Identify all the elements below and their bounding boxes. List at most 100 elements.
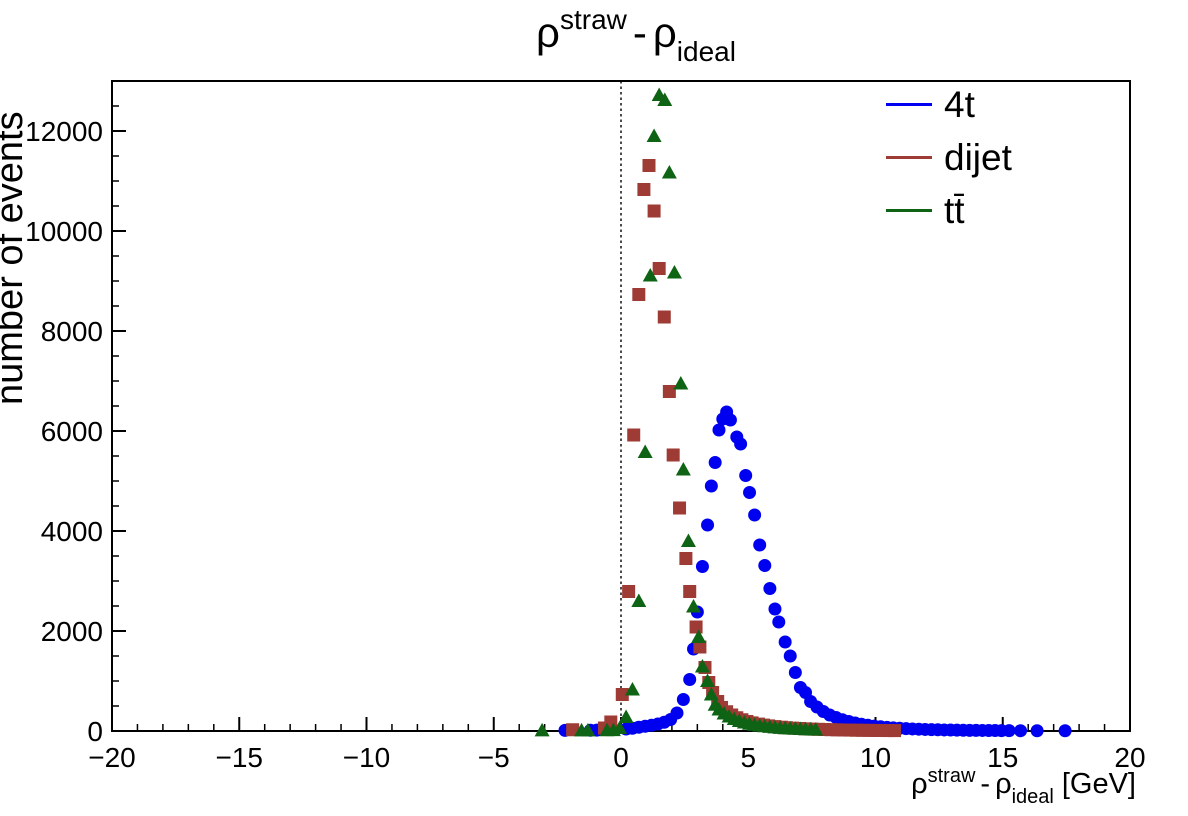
x-tick-label: −20: [88, 742, 136, 773]
data-point-circle: [734, 437, 748, 451]
series-tt: [534, 87, 824, 737]
data-point-triangle: [694, 659, 710, 673]
y-tick-label: 10000: [25, 216, 103, 247]
data-point-circle: [1058, 724, 1072, 738]
data-point-square: [652, 262, 666, 275]
xlabel-separator: -: [980, 768, 991, 800]
data-point-circle: [1030, 724, 1044, 738]
data-point-square: [679, 552, 693, 565]
data-point-circle: [683, 673, 697, 686]
data-point-circle: [708, 456, 722, 469]
data-point-circle: [670, 706, 684, 720]
data-point-circle: [783, 649, 797, 663]
data-point-circle: [753, 538, 767, 552]
data-point-circle: [704, 479, 718, 493]
data-point-square: [615, 688, 629, 701]
legend-line-swatch: [886, 208, 932, 212]
data-point-triangle: [691, 629, 707, 643]
legend-entry-dijet: dijet: [886, 137, 1126, 177]
data-point-circle: [1002, 724, 1016, 738]
data-point-square: [888, 724, 902, 738]
data-point-triangle: [580, 722, 596, 737]
data-point-circle: [758, 559, 772, 572]
data-point-square: [647, 204, 661, 218]
data-point-square: [666, 448, 680, 462]
data-point-square: [622, 585, 636, 598]
data-point-circle: [788, 666, 802, 679]
x-tick-label: −10: [343, 742, 391, 773]
series-dijet: [566, 159, 902, 738]
legend-entry-ttbar: tt̄: [886, 190, 1126, 230]
xlabel-symbol-1: ρ: [911, 768, 928, 800]
data-point-square: [627, 428, 641, 442]
data-point-circle: [1014, 724, 1028, 738]
data-point-circle: [712, 423, 726, 437]
data-point-circle: [778, 635, 792, 649]
data-point-circle: [743, 486, 757, 499]
data-point-triangle: [673, 376, 689, 390]
title-symbol-2: ρ: [652, 9, 677, 56]
y-tick-label: 6000: [41, 416, 103, 447]
x-tick-label: 15: [987, 742, 1018, 773]
data-point-circle: [763, 582, 777, 595]
y-tick-label: 12000: [25, 116, 103, 147]
data-point-square: [662, 385, 676, 398]
x-tick-label: −15: [216, 742, 264, 773]
legend-line-swatch: [886, 102, 932, 106]
xlabel-symbol-2: ρ: [995, 768, 1012, 800]
data-point-circle: [768, 602, 782, 616]
data-point-circle: [772, 615, 786, 629]
data-point-square: [673, 501, 687, 515]
data-point-circle: [739, 469, 753, 482]
data-point-triangle: [642, 268, 658, 282]
x-tick-label: 5: [740, 742, 756, 773]
data-point-triangle: [646, 128, 662, 142]
data-point-square: [689, 620, 703, 634]
data-point-triangle: [637, 444, 653, 458]
xlabel-subscript: ideal: [1011, 786, 1054, 808]
data-point-square: [642, 159, 656, 172]
x-tick-label: 0: [613, 742, 629, 773]
data-point-triangle: [700, 673, 716, 687]
series-4t: [558, 405, 1072, 738]
title-symbol-1: ρ: [536, 9, 560, 56]
chart-title: ρstraw - ρideal: [536, 6, 736, 66]
data-point-triangle: [675, 462, 691, 476]
data-point-circle: [695, 560, 709, 573]
x-axis-title: ρstraw - ρideal [GeV]: [911, 763, 1136, 810]
data-point-circle: [676, 693, 690, 706]
data-point-triangle: [631, 593, 647, 607]
legend: 4t dijet tt̄: [886, 84, 1126, 230]
data-point-circle: [748, 508, 762, 522]
xlabel-units: [GeV]: [1061, 768, 1136, 800]
data-point-triangle: [618, 709, 634, 723]
data-point-square: [657, 310, 671, 324]
x-tick-label: −5: [478, 742, 510, 773]
legend-label: dijet: [944, 136, 1012, 178]
title-separator: -: [632, 9, 647, 56]
data-point-square: [566, 723, 580, 737]
title-superscript: straw: [559, 4, 627, 35]
data-point-triangle: [661, 165, 677, 179]
data-point-triangle: [666, 265, 682, 279]
data-point-circle: [723, 413, 737, 427]
data-point-triangle: [808, 722, 824, 736]
data-point-triangle: [534, 722, 550, 737]
y-tick-label: 0: [87, 716, 103, 747]
data-point-triangle: [703, 687, 719, 701]
legend-line-swatch: [886, 155, 932, 159]
data-point-square: [693, 640, 707, 654]
legend-entry-4t: 4t: [886, 84, 1126, 124]
data-point-circle: [701, 518, 715, 532]
x-tick-label: 20: [1114, 742, 1145, 773]
data-point-triangle: [612, 720, 628, 734]
data-point-square: [637, 183, 651, 196]
data-point-triangle: [624, 682, 640, 696]
data-point-triangle: [686, 599, 702, 613]
xlabel-superscript: straw: [927, 765, 976, 787]
title-subscript: ideal: [676, 36, 736, 67]
legend-label: tt̄: [944, 189, 965, 231]
y-tick-label: 4000: [41, 516, 103, 547]
